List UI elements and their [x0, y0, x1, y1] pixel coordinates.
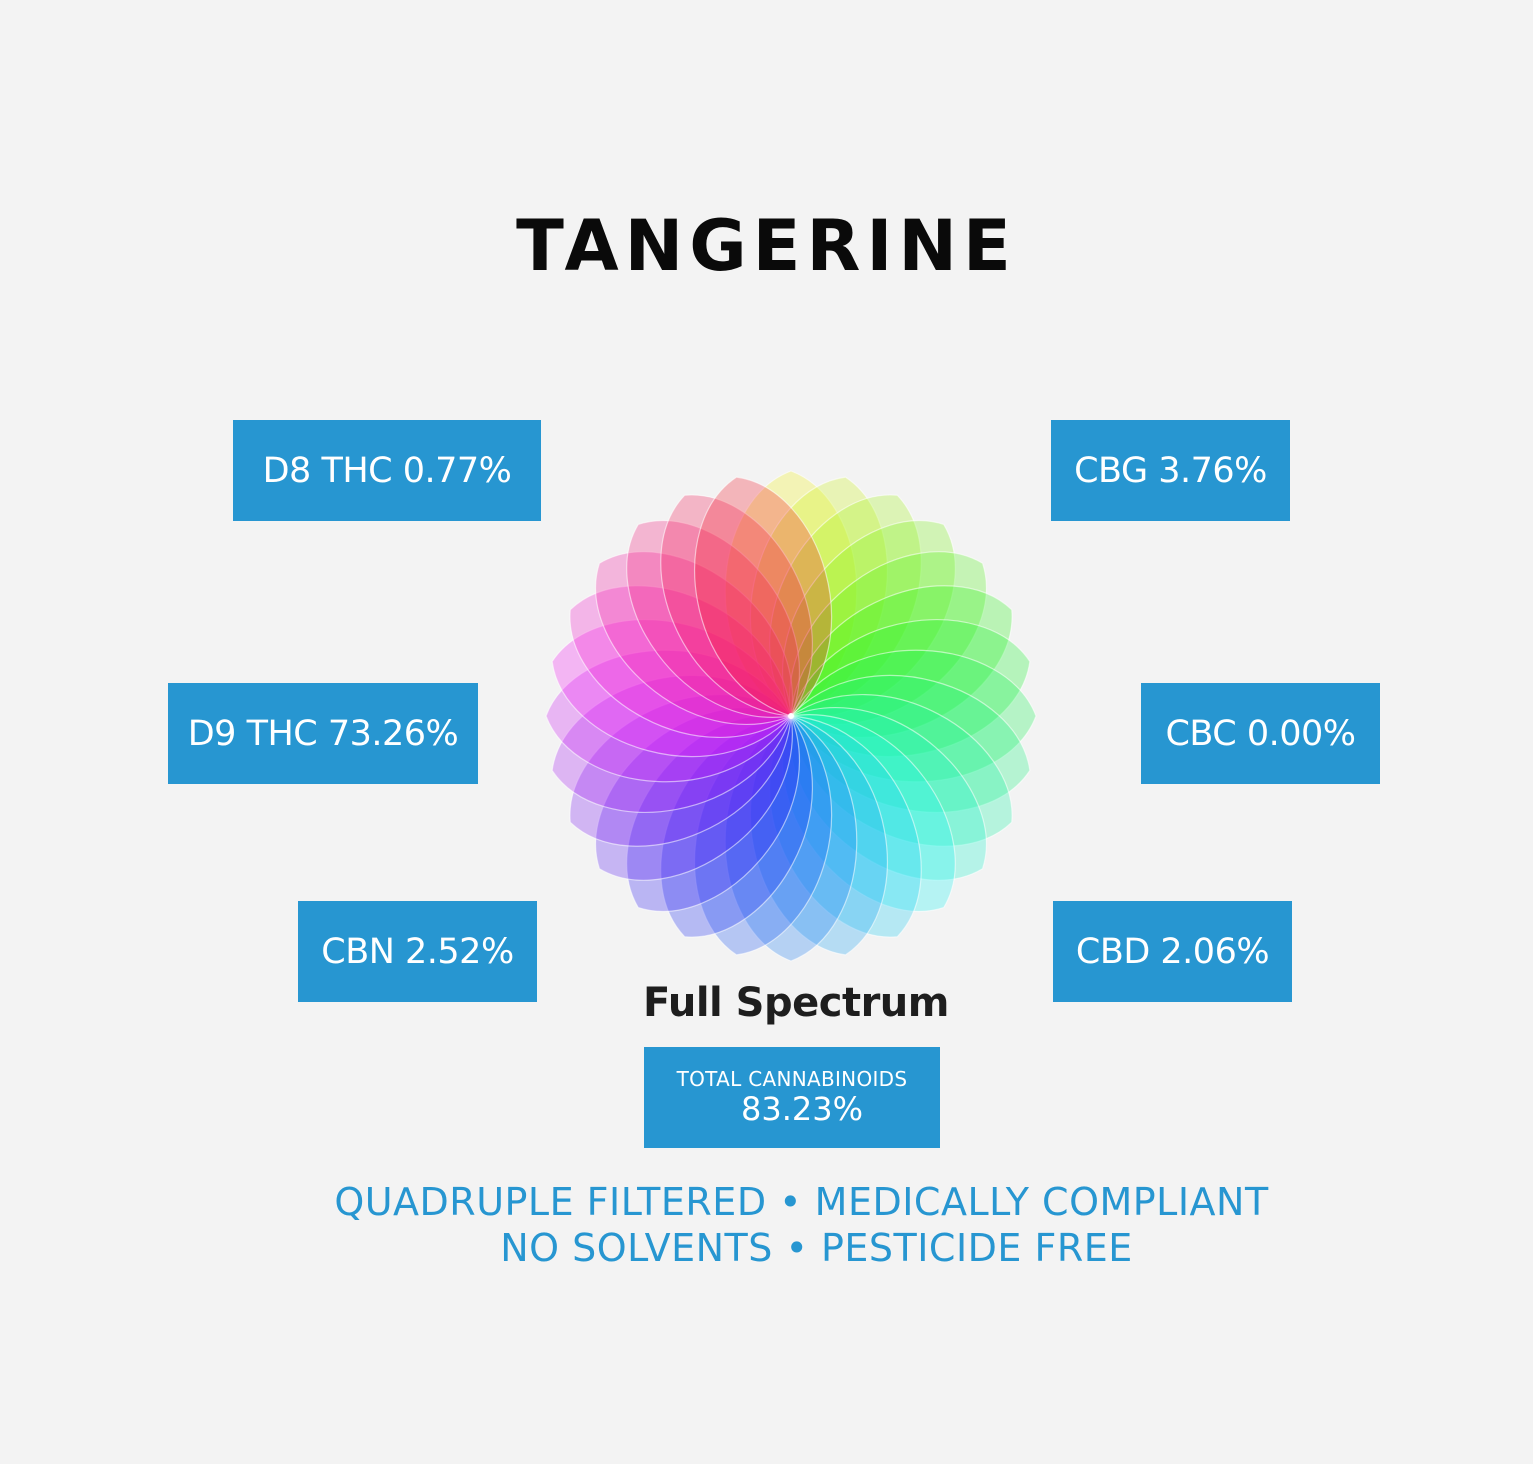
total-label: TOTAL CANNABINOIDS — [676, 1067, 908, 1091]
logo-text: Full Spectrum — [643, 980, 949, 1026]
tagline-line-2: NO SOLVENTS • PESTICIDE FREE — [500, 1226, 1133, 1270]
wheel-petal — [769, 715, 922, 938]
wheel-petal — [595, 551, 793, 725]
wheel-petal — [724, 470, 858, 717]
wheel-center — [788, 713, 794, 719]
wheel-petal — [789, 707, 987, 881]
total-value: 83.23% — [740, 1090, 863, 1128]
badge-cbc: CBC 0.00% — [1141, 683, 1380, 784]
wheel-petal — [660, 494, 813, 717]
wheel-petal — [790, 674, 1031, 813]
wheel-petal — [724, 715, 858, 962]
wheel-petal — [626, 714, 800, 912]
wheel-petal — [551, 619, 792, 758]
wheel-petal — [789, 551, 987, 725]
wheel-petal — [790, 694, 1013, 847]
wheel-petal — [790, 649, 1037, 783]
wheel-petal — [694, 715, 833, 956]
badge-cbn: CBN 2.52% — [298, 901, 537, 1002]
wheel-petal — [569, 585, 792, 738]
wheel-petal — [782, 714, 956, 912]
wheel-petal — [790, 585, 1013, 738]
wheel-petal — [595, 707, 793, 881]
wheel-petal — [782, 520, 956, 718]
wheel-petal — [545, 649, 792, 783]
wheel-petal — [569, 694, 792, 847]
wheel-petal — [694, 476, 833, 717]
badge-d8-thc: D8 THC 0.77% — [233, 420, 541, 521]
total-cannabinoids-badge: TOTAL CANNABINOIDS 83.23% — [644, 1047, 940, 1148]
badge-cbg: CBG 3.76% — [1051, 420, 1290, 521]
color-wheel-logo-icon — [545, 470, 1037, 962]
badge-cbd: CBD 2.06% — [1053, 901, 1292, 1002]
tagline-line-1: QUADRUPLE FILTERED • MEDICALLY COMPLIANT — [334, 1180, 1269, 1224]
wheel-petal — [660, 715, 813, 938]
page-title: TANGERINE — [516, 205, 1017, 287]
wheel-petal — [769, 494, 922, 717]
wheel-petal — [626, 520, 800, 718]
badge-d9-thc: D9 THC 73.26% — [168, 683, 478, 784]
